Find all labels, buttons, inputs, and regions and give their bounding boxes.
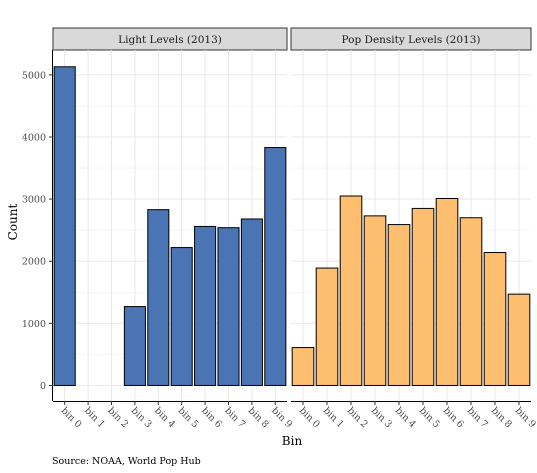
x-tick-label: bin 8	[246, 405, 271, 430]
x-tick-label: bin 2	[105, 405, 130, 430]
bar-bin-7	[459, 217, 483, 386]
y-tick-label: 0	[40, 381, 46, 392]
facet-panel: Pop Density Levels (2013) bin 0 bin 1 bin 2…	[290, 27, 537, 430]
x-tick-label: bin 5	[176, 405, 201, 430]
x-tick-label: bin 2	[345, 405, 370, 430]
facet-strip-label: Pop Density Levels (2013)	[342, 34, 481, 46]
x-tick-label: bin 5	[417, 405, 442, 430]
bar-bin-3	[123, 306, 146, 386]
y-axis-title: Count	[6, 203, 20, 240]
x-tick-label: bin 1	[82, 405, 107, 430]
x-tick-label: bin 4	[393, 405, 418, 430]
x-tick-label: bin 7	[465, 405, 490, 430]
y-tick-label: 1000	[22, 319, 46, 330]
y-tick-label: 2000	[22, 257, 46, 268]
x-tick-label: bin 9	[513, 405, 537, 430]
bar-bin-5	[170, 247, 193, 386]
bar-bin-2	[339, 195, 363, 386]
x-tick-label: bin 0	[59, 405, 84, 430]
bar-bin-4	[387, 224, 411, 386]
y-tick-label: 3000	[22, 195, 46, 206]
x-tick-label: bin 4	[152, 405, 177, 430]
x-tick-label: bin 6	[199, 405, 224, 430]
chart-caption: Source: NOAA, World Pop Hub	[52, 456, 201, 467]
x-tick-label: bin 0	[297, 405, 322, 430]
x-tick-label: bin 7	[222, 405, 247, 430]
bar-bin-5	[411, 207, 435, 386]
bar-bin-6	[435, 197, 459, 386]
x-tick-label: bin 3	[369, 405, 394, 430]
y-tick-label: 4000	[22, 132, 46, 143]
x-tick-label: bin 6	[441, 405, 466, 430]
facet-strip	[52, 27, 288, 51]
bar-bin-9	[507, 293, 531, 386]
bar-bin-0	[53, 66, 76, 386]
bar-bin-4	[147, 209, 170, 386]
facet-strip	[290, 27, 532, 51]
bar-bin-8	[240, 218, 263, 386]
facet-strip-label: Light Levels (2013)	[118, 34, 222, 46]
x-tick-label: bin 1	[321, 405, 346, 430]
bar-bin-6	[194, 225, 217, 386]
bar-bin-1	[315, 267, 339, 386]
y-tick-label: 5000	[22, 70, 46, 81]
bar-bin-0	[291, 347, 315, 386]
x-tick-label: bin 9	[269, 405, 294, 430]
bar-bin-8	[483, 252, 507, 386]
bar-bin-9	[264, 147, 287, 386]
y-axis: 0 1000 2000 3000 4000 5000	[22, 50, 53, 401]
x-tick-label: bin 8	[489, 405, 514, 430]
bar-bin-7	[217, 227, 240, 386]
x-axis-title: Bin	[282, 434, 303, 448]
x-tick-label: bin 3	[129, 405, 154, 430]
bar-bin-3	[363, 215, 387, 386]
